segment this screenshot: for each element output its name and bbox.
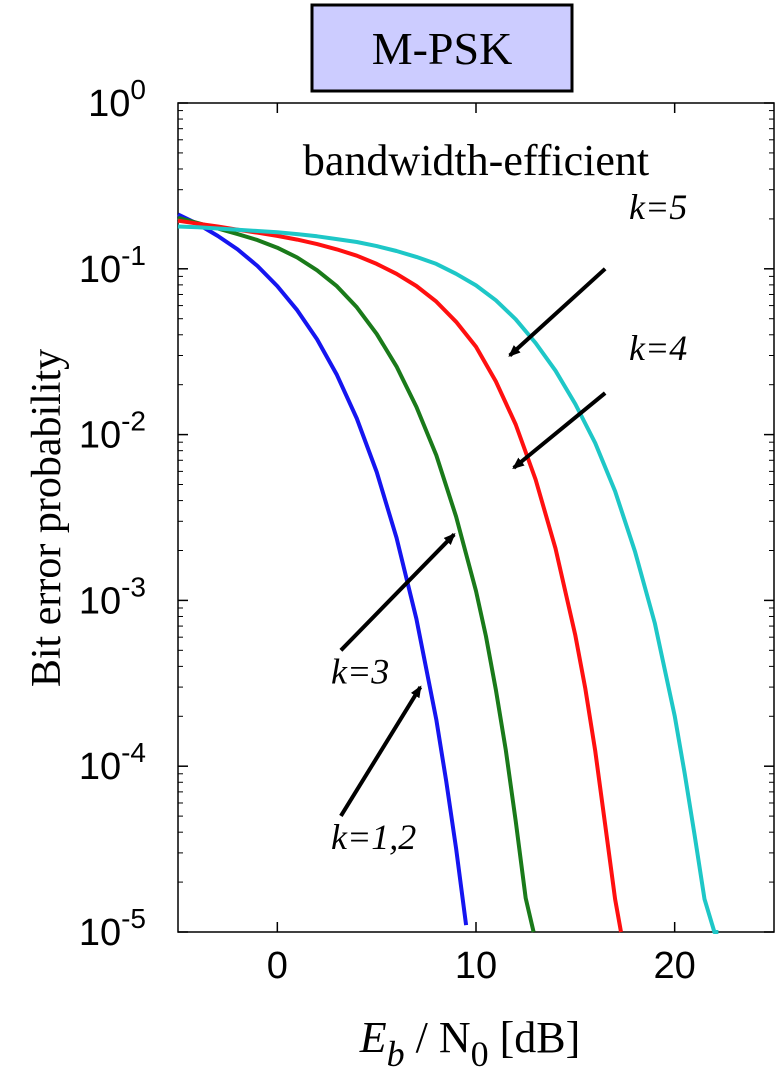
x-tick-label: 10 xyxy=(455,945,497,987)
annotations: k=5 k=4 k=3 k=1,2 xyxy=(331,187,687,857)
series-line-2 xyxy=(177,215,536,933)
annotation-arrow xyxy=(339,532,456,652)
x-tick-label: 20 xyxy=(654,945,696,987)
x-axis-label: Eb / N0 [dB] xyxy=(359,1013,581,1068)
series-line-3 xyxy=(177,218,623,933)
y-tick-label: 10-2 xyxy=(79,406,146,457)
annotation-arrow xyxy=(339,685,423,818)
title-box xyxy=(310,3,574,93)
annotation-arrow xyxy=(508,267,607,357)
annotation-label: k=5 xyxy=(629,187,687,227)
annotation-label: k=3 xyxy=(331,651,389,691)
x-tick-label: 0 xyxy=(267,945,288,987)
axis-ticks: 100 10-1 10-2 10-3 10-4 10-5 0 10 20 xyxy=(79,74,774,987)
y-tick-label: 10-5 xyxy=(79,903,146,954)
chart-title: M-PSK xyxy=(372,23,513,74)
y-tick-label: 10-4 xyxy=(79,737,146,788)
annotation-label: k=1,2 xyxy=(331,817,416,857)
plot-area xyxy=(177,102,775,933)
y-tick-label: 10-1 xyxy=(79,240,146,291)
annotation-bandwidth-efficient: bandwidth-efficient xyxy=(303,136,649,185)
series-line-1 xyxy=(177,212,469,926)
y-tick-label: 10-3 xyxy=(79,571,146,622)
annotation-label: k=4 xyxy=(629,328,687,368)
y-axis-label: Bit error probability xyxy=(24,349,70,687)
y-tick-label: 100 xyxy=(88,74,146,125)
annotation-arrow xyxy=(512,391,607,470)
series-lines xyxy=(177,212,719,934)
series-line-4 xyxy=(177,224,719,934)
